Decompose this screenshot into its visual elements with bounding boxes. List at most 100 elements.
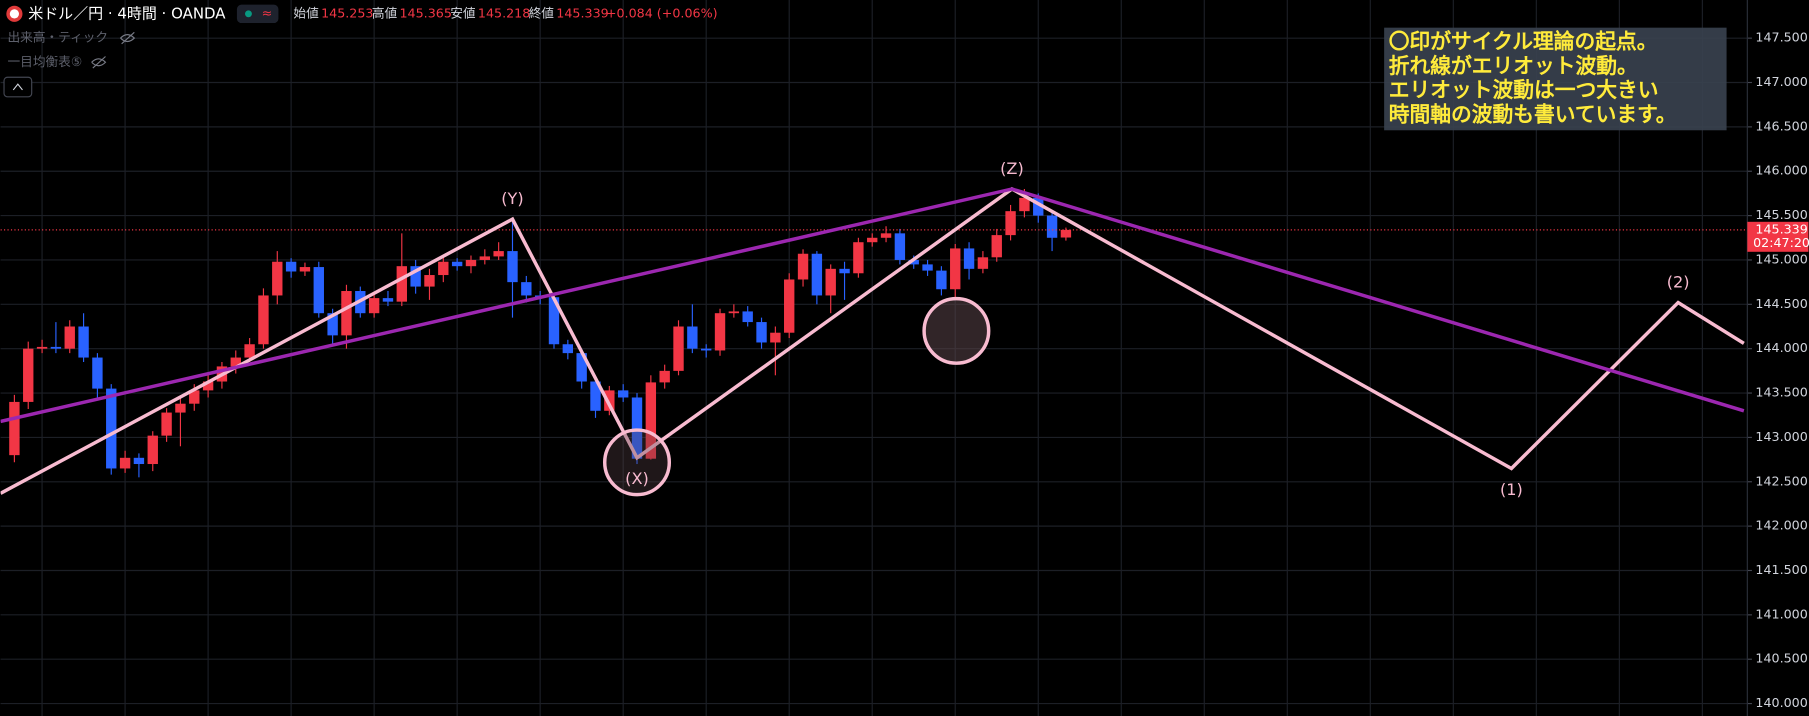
candle-body (977, 257, 989, 269)
candle-body (493, 251, 504, 257)
status-badge (236, 4, 279, 24)
hide-icon[interactable] (91, 56, 107, 69)
candle-body (908, 259, 919, 265)
candle-body (78, 326, 89, 358)
candle-body (922, 264, 933, 271)
candle-body (936, 270, 947, 290)
indicator-label: 出来高・ティック (7, 30, 108, 45)
candle-body (867, 237, 878, 243)
candle-body (465, 259, 477, 267)
candle-body (673, 326, 684, 371)
ohlc-label: 終値 (529, 5, 555, 20)
candle-body (396, 266, 407, 302)
candle-body (742, 311, 753, 323)
y-tick-label: 140.000 (1755, 695, 1807, 710)
candle-body (659, 370, 670, 383)
wave-label: (Y) (501, 189, 523, 208)
candle-body (147, 435, 158, 465)
candle-body (604, 390, 615, 411)
candle-body (645, 382, 657, 459)
candle-body (424, 275, 435, 287)
candle-body (368, 298, 380, 314)
candle-body (521, 282, 532, 296)
y-tick-label: 142.500 (1755, 473, 1807, 488)
collapse-icon (12, 83, 23, 91)
candle-body (880, 233, 892, 238)
candle-body (991, 235, 1002, 258)
candle-body (258, 295, 269, 345)
candle-body (285, 261, 297, 272)
candle-body (617, 390, 629, 398)
collapse-button[interactable] (3, 76, 33, 98)
cycle-circle (602, 428, 672, 497)
symbol-title: 米ドル／円 · 4時間 · OANDA (28, 4, 226, 22)
candle-body (202, 381, 214, 391)
candle-body (64, 326, 75, 349)
ohlc-value: 145.365 (399, 5, 451, 20)
candle-body (770, 332, 781, 343)
candle-body (1019, 197, 1030, 212)
candle-body (106, 388, 117, 469)
y-tick-label: 144.000 (1755, 340, 1807, 355)
ohlc-value: 145.218 (478, 5, 530, 20)
wave-label: (Z) (1000, 159, 1024, 178)
y-tick-label: 147.500 (1755, 30, 1807, 45)
candle-body (631, 397, 643, 459)
y-tick-label: 141.500 (1755, 562, 1807, 577)
candle-body (244, 344, 255, 358)
candle-body (50, 346, 62, 349)
price-axis: 140.000 140.500 141.000 141.500 142.000 142.5… (1746, 0, 1809, 716)
candle-body (175, 403, 186, 413)
wave-labels: (Y) (X) (Z) (1) (2) (501, 159, 1689, 499)
candle-body (714, 313, 726, 351)
candle-body (1060, 229, 1072, 238)
y-tick-label: 143.500 (1755, 385, 1807, 400)
ohlc-label: 始値 (293, 5, 319, 20)
candle-body (36, 346, 48, 349)
candle-body (700, 348, 712, 351)
wave-line (0, 187, 1745, 424)
price-tag (1747, 221, 1809, 252)
ohlc-label: 安値 (450, 5, 476, 20)
note-line: 〇印がサイクル理論の起点。 (1389, 30, 1658, 54)
candle-body (133, 457, 145, 465)
candle-body (23, 348, 34, 402)
candle-body (1033, 197, 1044, 216)
ohlc-label: 高値 (372, 5, 398, 20)
symbol-flag (9, 9, 20, 19)
y-tick-label: 147.000 (1755, 74, 1807, 89)
note-line: エリオット波動は一つ大きい (1389, 78, 1659, 102)
wave-label: (1) (1500, 480, 1523, 499)
candle-body (479, 256, 491, 260)
candle-body (272, 261, 283, 296)
y-tick-label: 146.000 (1755, 163, 1807, 178)
candle-body (341, 291, 352, 336)
y-tick-label: 145.500 (1755, 207, 1807, 222)
note-box (1384, 27, 1727, 131)
candle-body (687, 326, 698, 349)
candle-body (1005, 211, 1016, 236)
candle-body (811, 253, 823, 296)
candle-body (756, 322, 767, 343)
candle-body (313, 267, 324, 314)
candle-body (119, 457, 131, 469)
indicator-label: 一目均衡表⑤ (7, 54, 82, 69)
candle-body (507, 251, 518, 283)
hide-icon[interactable] (120, 31, 136, 45)
candle-body (590, 381, 601, 411)
y-tick-label: 146.500 (1755, 118, 1807, 133)
status-dot (244, 10, 252, 18)
y-tick-label: 143.000 (1755, 429, 1807, 444)
plot-area (0, 186, 1748, 495)
ohlc-value: 145.339 (556, 5, 608, 20)
candle-body (9, 401, 20, 456)
candle-body (382, 298, 394, 302)
candle-body (950, 248, 961, 290)
note-line: 時間軸の波動も書いています。 (1389, 102, 1677, 126)
candle-body (894, 233, 906, 260)
y-tick-label: 141.000 (1755, 606, 1807, 621)
candle-body (839, 268, 850, 274)
ohlc-value: 145.253 (321, 5, 373, 20)
